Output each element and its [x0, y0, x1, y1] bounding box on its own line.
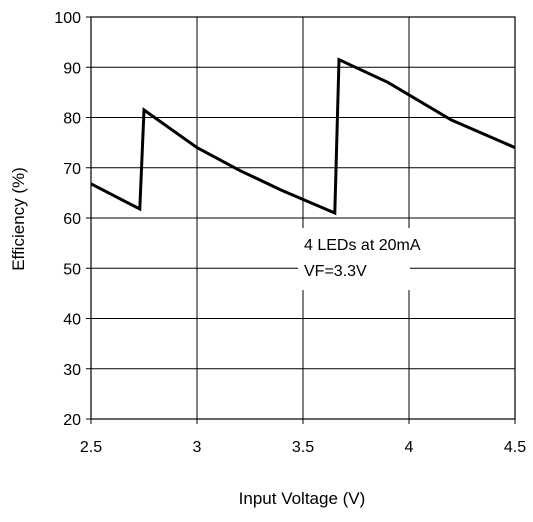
annotation-layer: 4 LEDs at 20mA VF=3.3V — [298, 228, 421, 290]
y-tick-label: 40 — [63, 312, 81, 329]
series-layer — [90, 57, 516, 216]
x-tick-label: 4 — [405, 439, 414, 456]
y-tick-label: 30 — [63, 362, 81, 379]
tick-label-layer: 20 30 40 50 60 70 80 90 100 2.5 3 3.5 4 4.5 — [54, 10, 526, 456]
plot-area-border — [90, 16, 516, 420]
grid-layer — [90, 16, 516, 420]
x-axis-label: Input Voltage (V) — [239, 489, 366, 508]
x-tick-label: 2.5 — [80, 439, 102, 456]
efficiency-series-line — [90, 57, 516, 216]
annotation-background — [298, 228, 410, 290]
axes-layer — [86, 16, 516, 424]
y-tick-label: 80 — [63, 111, 81, 128]
y-tick-label: 50 — [63, 261, 81, 278]
y-tick-label: 100 — [54, 10, 81, 27]
annotation-text-line-1: 4 LEDs at 20mA — [304, 237, 421, 254]
x-tick-label: 3 — [193, 439, 202, 456]
y-tick-label: 70 — [63, 161, 81, 178]
y-tick-label: 20 — [63, 412, 81, 429]
y-tick-label: 90 — [63, 60, 81, 77]
x-tick-label: 3.5 — [292, 439, 314, 456]
y-tick-label: 60 — [63, 211, 81, 228]
annotation-text-line-2: VF=3.3V — [304, 263, 367, 280]
y-axis-label: Efficiency (%) — [9, 167, 28, 271]
x-tick-label: 4.5 — [504, 439, 526, 456]
